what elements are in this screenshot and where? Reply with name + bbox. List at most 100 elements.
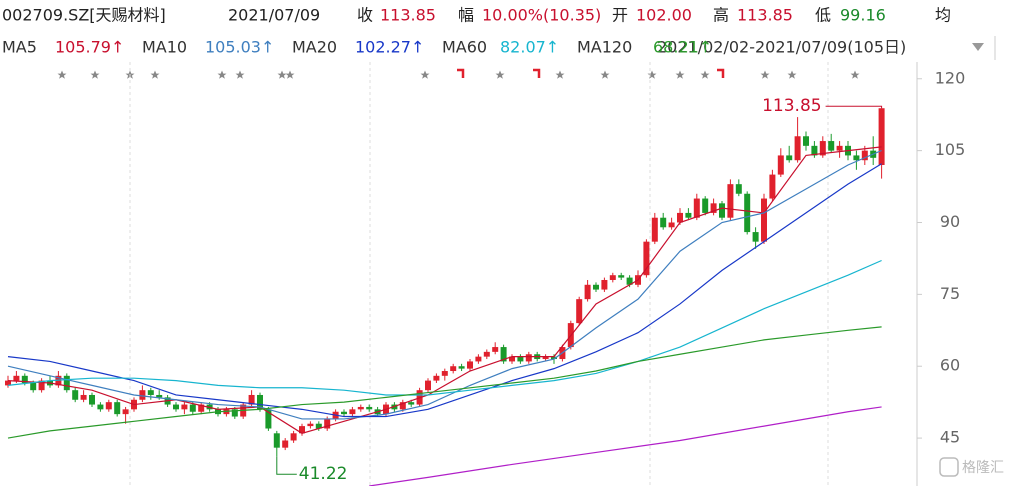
- candle-body: [89, 394, 95, 405]
- candle-body: [803, 136, 809, 146]
- ma-line: [369, 406, 882, 486]
- candle-body: [677, 212, 683, 223]
- candle-body: [651, 217, 658, 242]
- change-value: 10.00%(10.35): [482, 6, 601, 25]
- candle-body: [710, 203, 717, 213]
- candle-body: [752, 232, 759, 242]
- annotation-arrow: [825, 105, 883, 109]
- open-label: 开: [612, 6, 628, 25]
- candle-body: [97, 404, 104, 410]
- annotation-label: 41.22: [299, 464, 348, 484]
- high-value: 113.85: [737, 6, 793, 25]
- candle-body: [551, 356, 557, 360]
- candle-body: [341, 411, 347, 415]
- candle-body: [433, 375, 440, 381]
- candle-body: [257, 394, 263, 410]
- candle-body: [727, 184, 734, 218]
- candle-body: [30, 382, 37, 391]
- candle-body: [114, 402, 121, 415]
- candle-body: [828, 141, 835, 151]
- candle-body: [324, 418, 331, 429]
- ma-line: [7, 326, 882, 439]
- candle-body: [660, 217, 667, 228]
- candle-body: [139, 390, 146, 400]
- candle-body: [315, 423, 322, 429]
- low-label: 低: [815, 6, 831, 25]
- candle-body: [601, 279, 608, 290]
- candle-body: [265, 409, 272, 429]
- candle-body: [584, 284, 591, 300]
- date-range: 2021/02/02-2021/07/09(105日): [657, 38, 906, 57]
- candle-body: [425, 380, 431, 391]
- open-value: 102.00: [636, 6, 692, 25]
- vertical-dividers: [129, 62, 829, 486]
- candle-body: [475, 356, 482, 362]
- candle-body: [80, 394, 87, 400]
- y-tick-label: 60: [940, 356, 960, 375]
- candle-body: [122, 409, 129, 415]
- candle-body: [357, 406, 364, 410]
- candle-body: [458, 366, 465, 369]
- legend-value: 102.27↑: [355, 38, 424, 57]
- candle-body: [643, 241, 650, 276]
- y-tick-label: 120: [935, 68, 966, 87]
- candle-body: [861, 150, 868, 161]
- candle-body: [794, 136, 801, 161]
- candle-body: [273, 433, 280, 448]
- candle-body: [668, 222, 675, 228]
- header: 002709.SZ[天赐材料] 2021/07/09 收 113.85 幅 10…: [2, 6, 951, 57]
- dropdown-arrow[interactable]: [972, 43, 984, 51]
- candle-body: [811, 145, 818, 156]
- candle-body: [483, 351, 490, 357]
- candle-body: [408, 402, 415, 405]
- change-label: 幅: [458, 6, 474, 25]
- candle-body: [853, 155, 860, 161]
- candle-body: [735, 184, 742, 194]
- candle-body: [525, 354, 532, 362]
- candle-body: [441, 371, 448, 376]
- candle-body: [366, 406, 373, 410]
- candle-body: [500, 347, 507, 362]
- ma-line: [7, 149, 882, 420]
- watermark: 格隆汇: [939, 457, 1004, 477]
- annotation-label: 113.85: [762, 96, 821, 116]
- candle-body: [299, 426, 305, 434]
- candle-body: [307, 423, 314, 427]
- legend-value: 68.21↑: [653, 38, 712, 57]
- candle-body: [38, 380, 45, 391]
- candle-body: [509, 356, 515, 362]
- y-tick-label: 45: [940, 428, 960, 447]
- candle-body: [231, 409, 238, 417]
- candle-body: [467, 361, 473, 369]
- legend-value: 105.03↑: [205, 38, 274, 57]
- date: 2021/07/09: [228, 6, 320, 25]
- legend-label: MA120: [577, 38, 632, 57]
- candle-body: [198, 404, 205, 412]
- candle-body: [13, 375, 20, 381]
- plot-area: [5, 108, 885, 486]
- candle-body: [761, 198, 767, 242]
- candle-body: [349, 409, 356, 415]
- candle-body: [72, 390, 79, 400]
- candle-body: [626, 277, 633, 285]
- candle-body: [450, 366, 457, 372]
- avg-label: 均: [935, 6, 951, 25]
- close-value: 113.85: [380, 6, 436, 25]
- candle-body: [702, 198, 709, 213]
- candle-body: [744, 193, 751, 233]
- y-tick-label: 90: [940, 212, 960, 231]
- candle-body: [21, 375, 28, 383]
- candle-body: [719, 203, 725, 218]
- legend-value: 105.79↑: [55, 38, 124, 57]
- legend-value: 82.07↑: [500, 38, 559, 57]
- candle-body: [618, 275, 625, 278]
- candle-body: [819, 141, 826, 156]
- candle-body: [769, 174, 776, 199]
- candle-body: [693, 198, 700, 218]
- candle-body: [609, 275, 616, 280]
- candle-body: [517, 356, 524, 362]
- annotation-arrow: [276, 456, 297, 475]
- candle-body: [181, 404, 188, 410]
